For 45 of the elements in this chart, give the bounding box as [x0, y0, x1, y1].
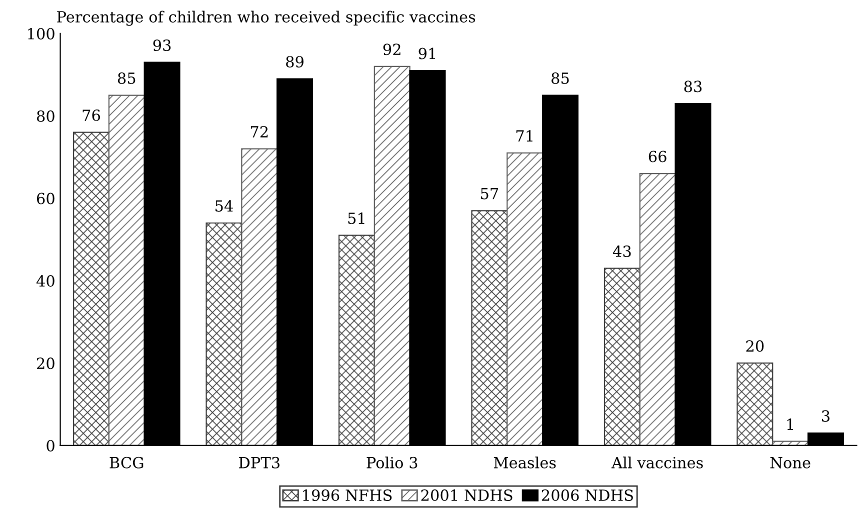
data-label: 20 — [746, 340, 764, 352]
y-tick-label: 80 — [36, 110, 54, 122]
data-label: 93 — [153, 39, 171, 52]
chart-title: Percentage of children who received specific vaccines — [57, 10, 476, 26]
data-label: 76 — [82, 110, 100, 122]
legend-label: 2001 NDHS — [421, 489, 512, 501]
data-label: 89 — [286, 56, 304, 68]
data-label: 51 — [348, 212, 364, 224]
x-tick-label: Measles — [494, 456, 556, 468]
x-tick-label: DPT3 — [239, 456, 280, 468]
data-label: 57 — [481, 188, 498, 200]
data-label: 85 — [118, 72, 136, 84]
y-tick-label: 0 — [46, 440, 54, 452]
bar — [241, 148, 278, 446]
y-tick-label: 40 — [36, 275, 54, 287]
bar — [108, 94, 145, 446]
data-label: 83 — [684, 80, 702, 92]
bar — [604, 268, 640, 446]
data-label: 72 — [250, 126, 268, 138]
bar — [72, 132, 110, 446]
legend-label: 2006 NDHS — [542, 489, 633, 501]
data-label: 71 — [516, 130, 532, 142]
bar — [471, 210, 508, 446]
data-label: 66 — [648, 150, 666, 162]
legend-label: 1996 NFHS — [303, 489, 392, 501]
data-label: 54 — [216, 200, 233, 212]
bar — [338, 234, 375, 446]
data-label: 1 — [787, 418, 794, 430]
data-label: 43 — [612, 245, 631, 258]
x-tick-label: None — [770, 457, 810, 468]
y-tick-label: 100 — [28, 28, 54, 40]
data-label: 91 — [418, 48, 436, 60]
y-tick-label: 60 — [36, 192, 54, 204]
bar — [206, 222, 242, 446]
y-tick-label: 20 — [37, 358, 54, 370]
bar — [736, 362, 774, 446]
bar — [374, 66, 410, 446]
x-tick-label: All vaccines — [611, 456, 703, 468]
bar — [639, 173, 676, 446]
bar — [506, 152, 544, 446]
data-label: 3 — [822, 410, 830, 422]
x-tick-label: BCG — [110, 456, 144, 468]
data-label: 85 — [552, 72, 569, 84]
data-label: 92 — [383, 44, 400, 56]
x-tick-label: Polio 3 — [366, 456, 418, 468]
